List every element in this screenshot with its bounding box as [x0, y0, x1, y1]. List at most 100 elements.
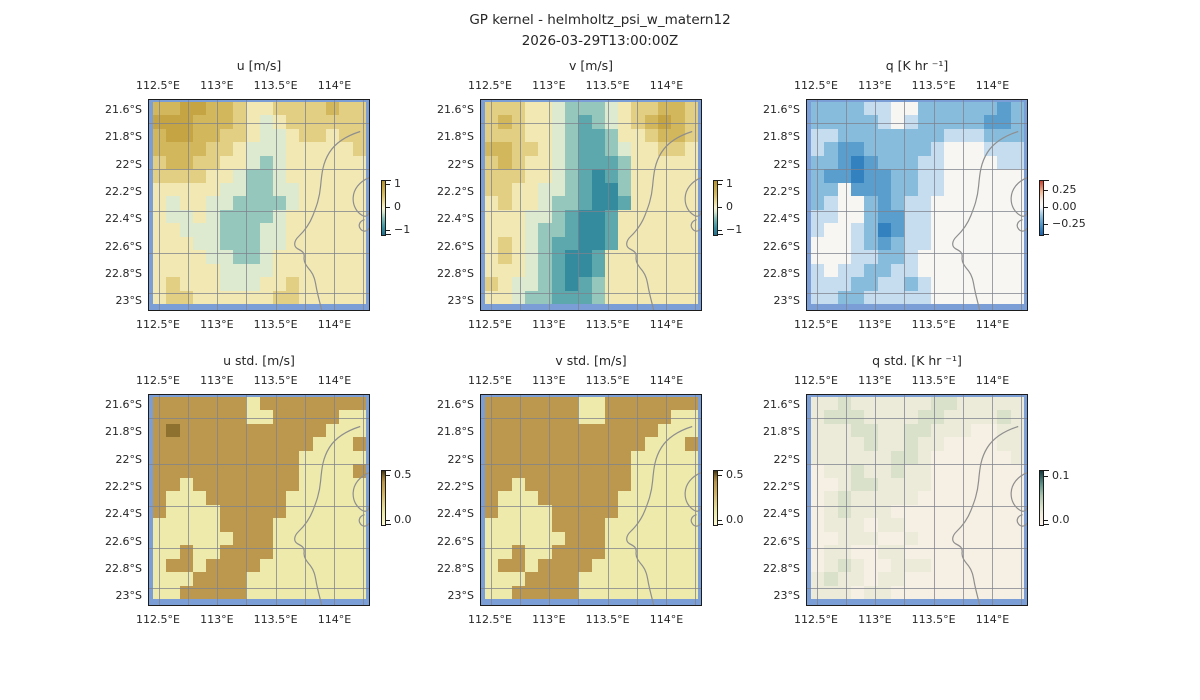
- map-cell: [837, 236, 851, 251]
- map-cell: [890, 277, 905, 291]
- map-cell: [192, 155, 207, 170]
- map-cell: [671, 115, 685, 129]
- map-cell: [498, 572, 512, 586]
- map-cell: [564, 464, 579, 478]
- map-cell: [850, 572, 865, 586]
- map-cell: [192, 128, 207, 143]
- map-cell: [864, 504, 878, 519]
- colorbar-tick: [386, 184, 390, 186]
- map-cell: [524, 477, 539, 492]
- map-cell: [578, 531, 592, 546]
- graticule-line: [304, 395, 306, 605]
- map-cell: [631, 437, 645, 451]
- y-axis-labels: 21.6°S 21.8°S 22°S 22.2°S 22.4°S 22.6°S 22.8°S…: [66, 99, 142, 311]
- y-axis-label: 22.2°S: [763, 480, 800, 494]
- map-cell: [352, 142, 366, 156]
- map-cell: [850, 169, 865, 183]
- map-cell: [192, 169, 207, 183]
- map-cell: [917, 196, 931, 210]
- map-cell: [551, 423, 565, 438]
- map-cell: [179, 236, 193, 251]
- graticule-line: [991, 395, 993, 605]
- colorbar-end-cap: [1044, 470, 1049, 471]
- map-cell: [551, 572, 565, 586]
- map-cell: [864, 518, 878, 532]
- map-cell: [259, 518, 273, 532]
- map-cell: [232, 223, 247, 237]
- map-cell: [179, 572, 193, 586]
- map-cell: [299, 491, 313, 505]
- map-cell: [339, 504, 353, 519]
- map-cell: [564, 491, 579, 505]
- map-cell: [259, 128, 273, 143]
- map-cell: [299, 450, 313, 465]
- map-cell: [837, 277, 851, 291]
- map-cell: [352, 182, 366, 197]
- map-cell: [538, 558, 552, 573]
- map-cell: [591, 223, 605, 237]
- graticule-line: [578, 395, 580, 605]
- map-cell: [232, 397, 247, 411]
- colorbar-tick: [386, 475, 390, 477]
- map-cell: [524, 464, 539, 478]
- map-cell: [917, 102, 931, 116]
- map-cell: [904, 196, 918, 210]
- colorbar-tick: [1044, 476, 1048, 478]
- map-cell: [551, 169, 565, 183]
- map-cell: [232, 182, 247, 197]
- map-cell: [299, 572, 313, 586]
- map-cell: [339, 531, 353, 546]
- map-cell: [957, 450, 971, 465]
- map-cell: [890, 155, 905, 170]
- map-cell: [944, 491, 958, 505]
- map-cell: [299, 477, 313, 492]
- map-cell: [259, 155, 273, 170]
- map-cell: [352, 236, 366, 251]
- map-cell: [837, 450, 851, 465]
- map-cell: [339, 491, 353, 505]
- map-cell: [524, 491, 539, 505]
- map-cell: [618, 223, 632, 237]
- map-cell: [352, 558, 366, 573]
- map-cell: [684, 531, 698, 546]
- map-cell: [1010, 196, 1024, 210]
- map-cell: [824, 223, 838, 237]
- map-cell: [644, 437, 659, 451]
- map-cell: [904, 223, 918, 237]
- map-cell: [246, 464, 260, 478]
- map-cell: [824, 209, 838, 224]
- map-cell: [259, 450, 273, 465]
- map-cell: [671, 236, 685, 251]
- colorbar: 1 0 −1: [713, 177, 791, 236]
- map-cell: [206, 182, 220, 197]
- map-cell: [192, 182, 207, 197]
- map-cell: [326, 464, 340, 478]
- map-cell: [551, 518, 565, 532]
- x-axis-label: 113°E: [858, 613, 892, 626]
- map-cell: [997, 518, 1011, 532]
- map-cell: [984, 102, 998, 116]
- map-cell: [684, 102, 698, 116]
- map-cell: [850, 128, 865, 143]
- y-axis-label: 23°S: [773, 294, 800, 308]
- map-cell: [564, 155, 579, 170]
- map-cell: [824, 182, 838, 197]
- map-cell: [326, 531, 340, 546]
- map-cell: [192, 504, 207, 519]
- map-cell: [864, 572, 878, 586]
- graticule-line: [481, 123, 701, 125]
- map-cell: [312, 223, 327, 237]
- map-cell: [219, 155, 233, 170]
- map-cell: [864, 209, 878, 224]
- map-cell: [917, 504, 931, 519]
- map-cell: [179, 102, 193, 116]
- map-cell: [997, 531, 1011, 546]
- coastline-path: [685, 473, 701, 512]
- map-cell: [259, 572, 273, 586]
- map-cell: [166, 128, 180, 143]
- map-cell: [538, 397, 552, 411]
- graticule-line: [149, 588, 369, 590]
- map-cell: [246, 223, 260, 237]
- map-cell: [890, 263, 905, 278]
